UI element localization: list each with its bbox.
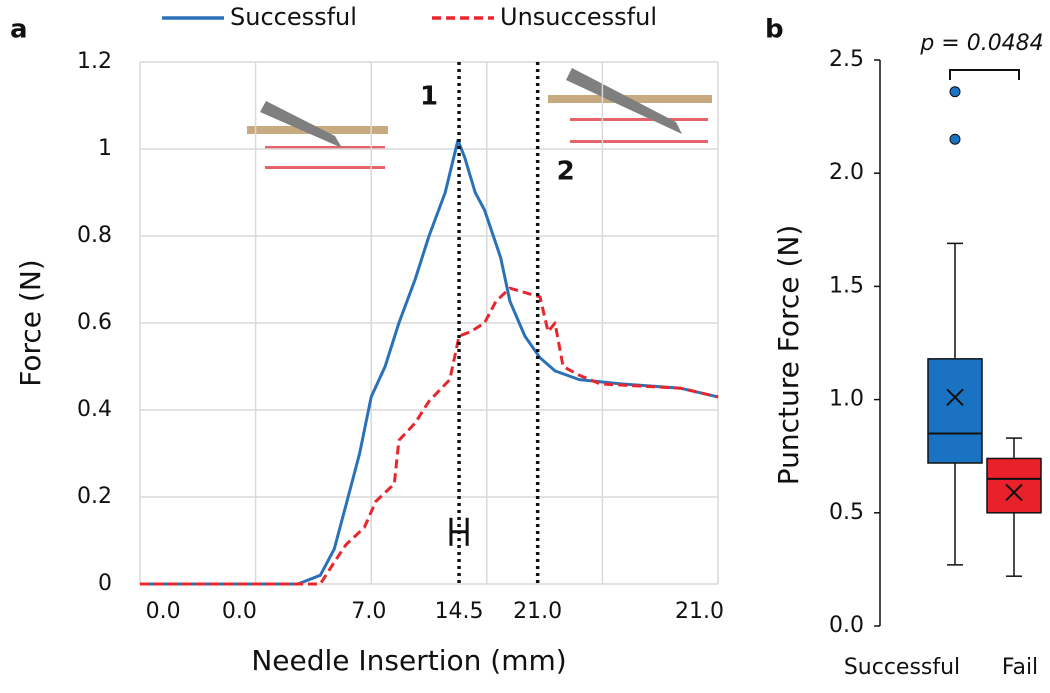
x-tick-label: 14.5 (435, 599, 484, 624)
x-tick-label: Successful (844, 655, 960, 680)
inset-left (247, 101, 388, 169)
x-tick-label: 0.0 (222, 599, 257, 624)
p-value: p = 0.0484 (919, 31, 1043, 56)
panel-label: b (765, 15, 784, 45)
y-tick-label: 1.5 (829, 273, 864, 298)
significance-bracket (949, 69, 1020, 80)
y-tick-label: 1.2 (77, 49, 112, 74)
y-tick-label: 0.6 (77, 310, 112, 335)
y-tick-label: 0.8 (77, 223, 112, 248)
y-tick-label: 2.0 (829, 160, 864, 185)
data-line (140, 286, 719, 586)
y-tick-label: 0.0 (829, 613, 864, 638)
marker-label: 1 (420, 82, 438, 112)
y-tick-label: 0.5 (829, 500, 864, 525)
y-tick-label: 0.4 (77, 397, 112, 422)
y-axis-label: Puncture Force (N) (772, 225, 805, 485)
y-axis-label: Force (N) (14, 259, 47, 386)
x-tick-label: 0.0 (146, 599, 181, 624)
y-tick-label: 1 (98, 136, 112, 161)
x-tick-label: Fail (1002, 655, 1038, 680)
outlier (949, 133, 961, 145)
mean-marker (1005, 483, 1023, 502)
marker-label: 2 (557, 157, 575, 187)
error-bar (449, 517, 469, 546)
legend-label: Successful (230, 3, 357, 31)
panel-label: a (10, 15, 28, 45)
legend-label: Unsuccessful (500, 3, 657, 31)
mean-marker (946, 388, 964, 407)
x-tick-label: 21.0 (675, 599, 724, 624)
box (986, 457, 1042, 514)
inset-right (548, 68, 712, 143)
x-axis-label: Needle Insertion (mm) (251, 644, 566, 677)
x-tick-label: 21.0 (513, 599, 562, 624)
y-tick-label: 0.2 (77, 484, 112, 509)
y-tick-label: 0 (98, 571, 112, 596)
x-tick-label: 7.0 (351, 599, 386, 624)
outlier (949, 86, 961, 98)
box (927, 358, 983, 464)
y-tick-label: 2.5 (829, 47, 864, 72)
y-tick-label: 1.0 (829, 387, 864, 412)
